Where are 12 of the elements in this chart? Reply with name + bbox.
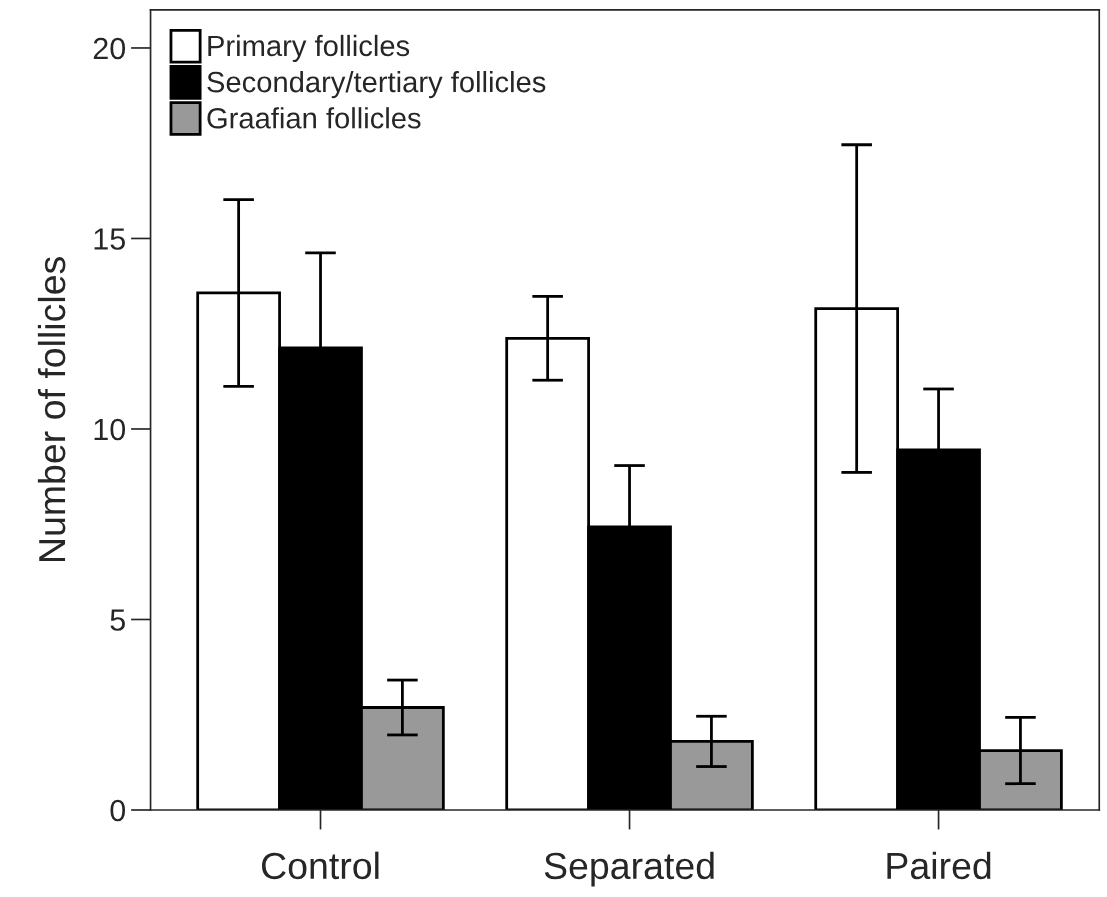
legend-label: Graafian follicles [207,107,421,129]
x-tick-label: Separated [544,851,714,887]
y-axis-title: Number of follicles [37,257,66,562]
y-tick-label: 5 [110,609,125,631]
legend-label: Primary follicles [208,34,410,62]
legend-label: Secondary/tertiary follicles [207,70,546,99]
y-tick-label: 20 [93,37,126,60]
y-tick-label: 10 [94,418,126,441]
y-tick-label: 15 [94,228,125,250]
x-tick-label: Control [261,851,379,880]
x-tick-label: Paired [887,851,991,880]
y-tick-label: 0 [110,799,126,822]
